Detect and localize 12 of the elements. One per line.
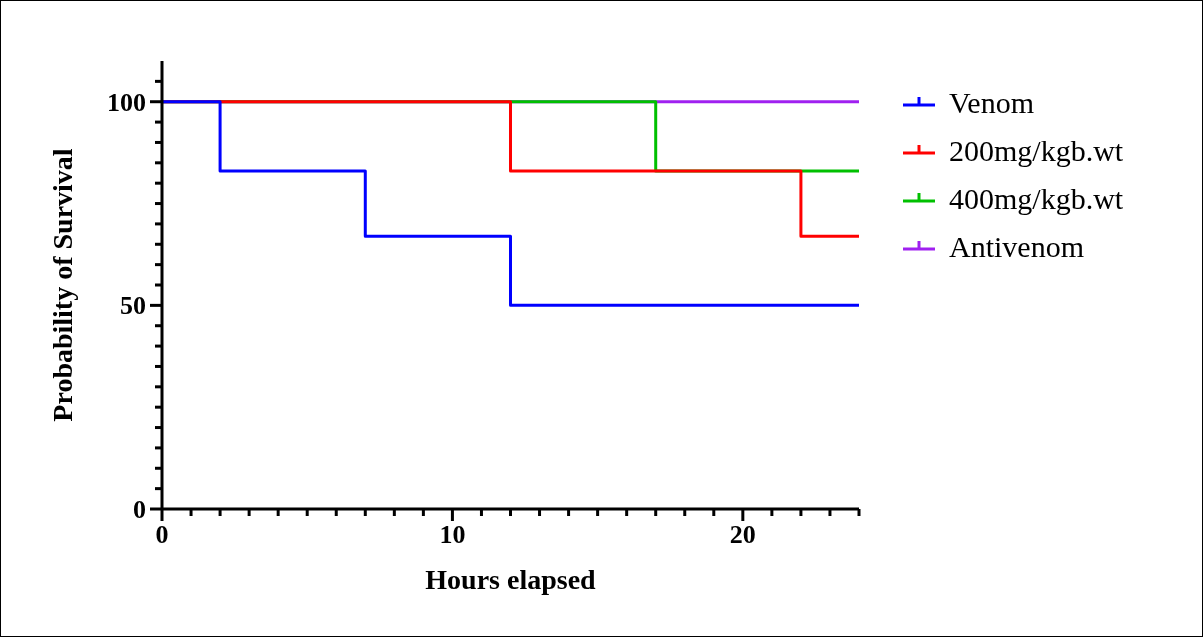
x-tick-label: 10 xyxy=(439,520,466,549)
x-tick-label: 20 xyxy=(729,520,756,549)
y-tick-label: 0 xyxy=(133,495,146,524)
legend-label: Antivenom xyxy=(949,230,1084,264)
y-axis-title: Probability of Survival xyxy=(46,148,78,422)
y-tick-label: 50 xyxy=(120,291,146,321)
x-axis-title: Hours elapsed xyxy=(425,564,597,595)
y-tick-label: 100 xyxy=(107,87,146,117)
legend-label: 400mg/kgb.wt xyxy=(949,182,1124,216)
legend-label: 200mg/kgb.wt xyxy=(949,134,1124,168)
legend-label: Venom xyxy=(949,86,1034,120)
x-tick-label: 0 xyxy=(155,520,169,549)
